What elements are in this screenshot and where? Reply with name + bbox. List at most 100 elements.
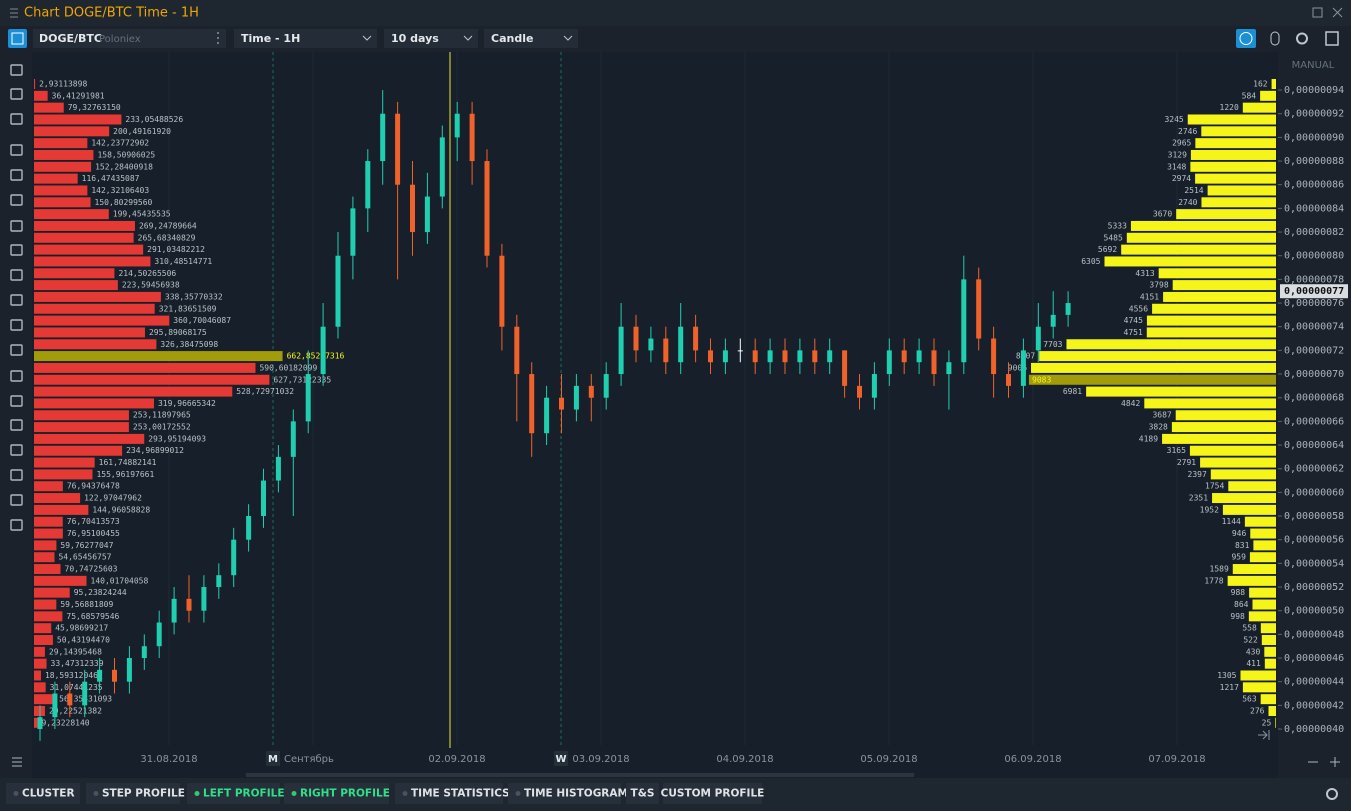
right-profile-bar: [1163, 291, 1276, 302]
period-marker: M: [268, 754, 278, 765]
right-profile-bar: [1171, 422, 1276, 433]
maximize-button[interactable]: [1312, 7, 1323, 18]
tab[interactable]: [6, 783, 80, 804]
x-tick-label: 04.09.2018: [716, 754, 773, 765]
sidebar-toggle[interactable]: [8, 29, 27, 48]
settings-button[interactable]: [1296, 32, 1308, 45]
left-profile-bar: [34, 445, 123, 456]
y-tick-label: 0,00000050: [1284, 606, 1344, 617]
title-bar: [0, 0, 1351, 26]
tab[interactable]: [508, 783, 621, 804]
left-profile-bar: [34, 504, 89, 515]
left-profile-label: 142,23772902: [91, 139, 149, 148]
tool-icon[interactable]: [10, 64, 23, 76]
tool-icon[interactable]: [10, 88, 23, 100]
chart-type-select[interactable]: [484, 29, 578, 48]
candle-body: [156, 622, 162, 647]
right-profile-label: 4842: [1121, 399, 1140, 408]
tool-icon[interactable]: [10, 244, 23, 256]
tool-icon[interactable]: [10, 444, 23, 456]
right-profile-bar: [1195, 173, 1276, 184]
right-profile-label: 430: [1246, 647, 1261, 656]
left-profile-bar: [34, 646, 45, 657]
tool-icon[interactable]: [10, 269, 23, 281]
tool-icon[interactable]: [10, 469, 23, 481]
mouse-button[interactable]: [1270, 31, 1280, 46]
scrollbar[interactable]: [246, 773, 914, 777]
right-profile-label: 3670: [1153, 210, 1172, 219]
tab[interactable]: [284, 783, 389, 804]
candle-body: [693, 326, 699, 351]
tool-icon[interactable]: [10, 419, 23, 431]
candle-body: [529, 374, 535, 434]
right-profile-bar: [1195, 138, 1276, 149]
symbol-menu[interactable]: [217, 32, 219, 44]
candle-body: [663, 338, 669, 363]
tool-icon[interactable]: [10, 294, 23, 306]
y-tick-label: 0,00000092: [1284, 109, 1344, 120]
bottom-settings[interactable]: [1326, 788, 1338, 800]
x-tick-label: Сентябрь: [284, 754, 334, 765]
candle-body: [290, 421, 296, 457]
left-profile-label: 59,56881809: [60, 600, 113, 609]
right-profile-bar: [1253, 540, 1276, 551]
left-profile-label: 590,60182099: [259, 363, 317, 372]
tool-icon[interactable]: [10, 113, 23, 125]
candle-body: [708, 350, 713, 363]
tool-icon[interactable]: [10, 370, 23, 382]
tool-icon[interactable]: [10, 395, 23, 407]
scale-mode[interactable]: MANUAL: [1292, 60, 1335, 71]
tool-icon[interactable]: [10, 519, 23, 531]
tool-icon[interactable]: [10, 494, 23, 506]
right-profile-label: 162: [1253, 80, 1268, 89]
right-profile-bar: [1028, 374, 1276, 385]
menu-icon[interactable]: [10, 8, 18, 18]
right-profile-label: 411: [1246, 659, 1261, 668]
tab[interactable]: [626, 783, 659, 804]
candle-body: [410, 184, 415, 233]
tool-icon[interactable]: [10, 319, 23, 331]
left-profile-label: 321,83651509: [159, 304, 217, 313]
tool-icon[interactable]: [10, 194, 23, 206]
right-profile-bar: [1201, 197, 1276, 208]
tool-icon[interactable]: [10, 169, 23, 181]
left-profile-label: 33,47312339: [51, 659, 104, 668]
list-icon[interactable]: [12, 757, 22, 767]
left-profile-label: 59,76277047: [60, 541, 113, 550]
right-profile-label: 4189: [1139, 434, 1158, 443]
period-select[interactable]: [384, 29, 478, 48]
left-profile-label: 29,22521382: [49, 706, 102, 715]
panel-button[interactable]: [1325, 31, 1339, 46]
left-profile-bar: [34, 232, 134, 243]
tab[interactable]: [86, 783, 180, 804]
tab[interactable]: [663, 783, 762, 804]
left-profile-bar: [34, 374, 270, 385]
left-profile-label: 234,96899012: [126, 446, 184, 455]
timeframe-select[interactable]: [234, 29, 377, 48]
y-tick-label: 0,00000090: [1284, 132, 1344, 143]
tool-icon[interactable]: [10, 220, 23, 232]
candle-body: [335, 255, 341, 327]
tab[interactable]: [395, 783, 503, 804]
right-profile-label: 2965: [1172, 139, 1191, 148]
scroll-end[interactable]: [1258, 730, 1270, 740]
left-profile-bar: [34, 469, 93, 480]
left-profile-label: 319,96665342: [158, 399, 216, 408]
close-button[interactable]: [1332, 7, 1343, 18]
x-tick-label: 02.09.2018: [428, 754, 485, 765]
symbol-box[interactable]: [33, 29, 226, 48]
candle-body: [782, 350, 788, 363]
left-profile-label: 158,50906025: [97, 150, 155, 159]
right-profile-bar: [1275, 717, 1276, 728]
tool-icon[interactable]: [10, 144, 23, 156]
auto-button[interactable]: [1236, 29, 1256, 48]
tab[interactable]: [187, 783, 280, 804]
left-profile-bar: [34, 670, 41, 681]
zoom-in[interactable]: [1330, 757, 1340, 767]
candle-body: [767, 350, 773, 363]
tool-icon[interactable]: [10, 344, 23, 356]
left-profile-label: 295,89068175: [149, 328, 207, 337]
right-profile-label: 2397: [1188, 470, 1207, 479]
left-profile-label: 76,94376478: [67, 482, 120, 491]
